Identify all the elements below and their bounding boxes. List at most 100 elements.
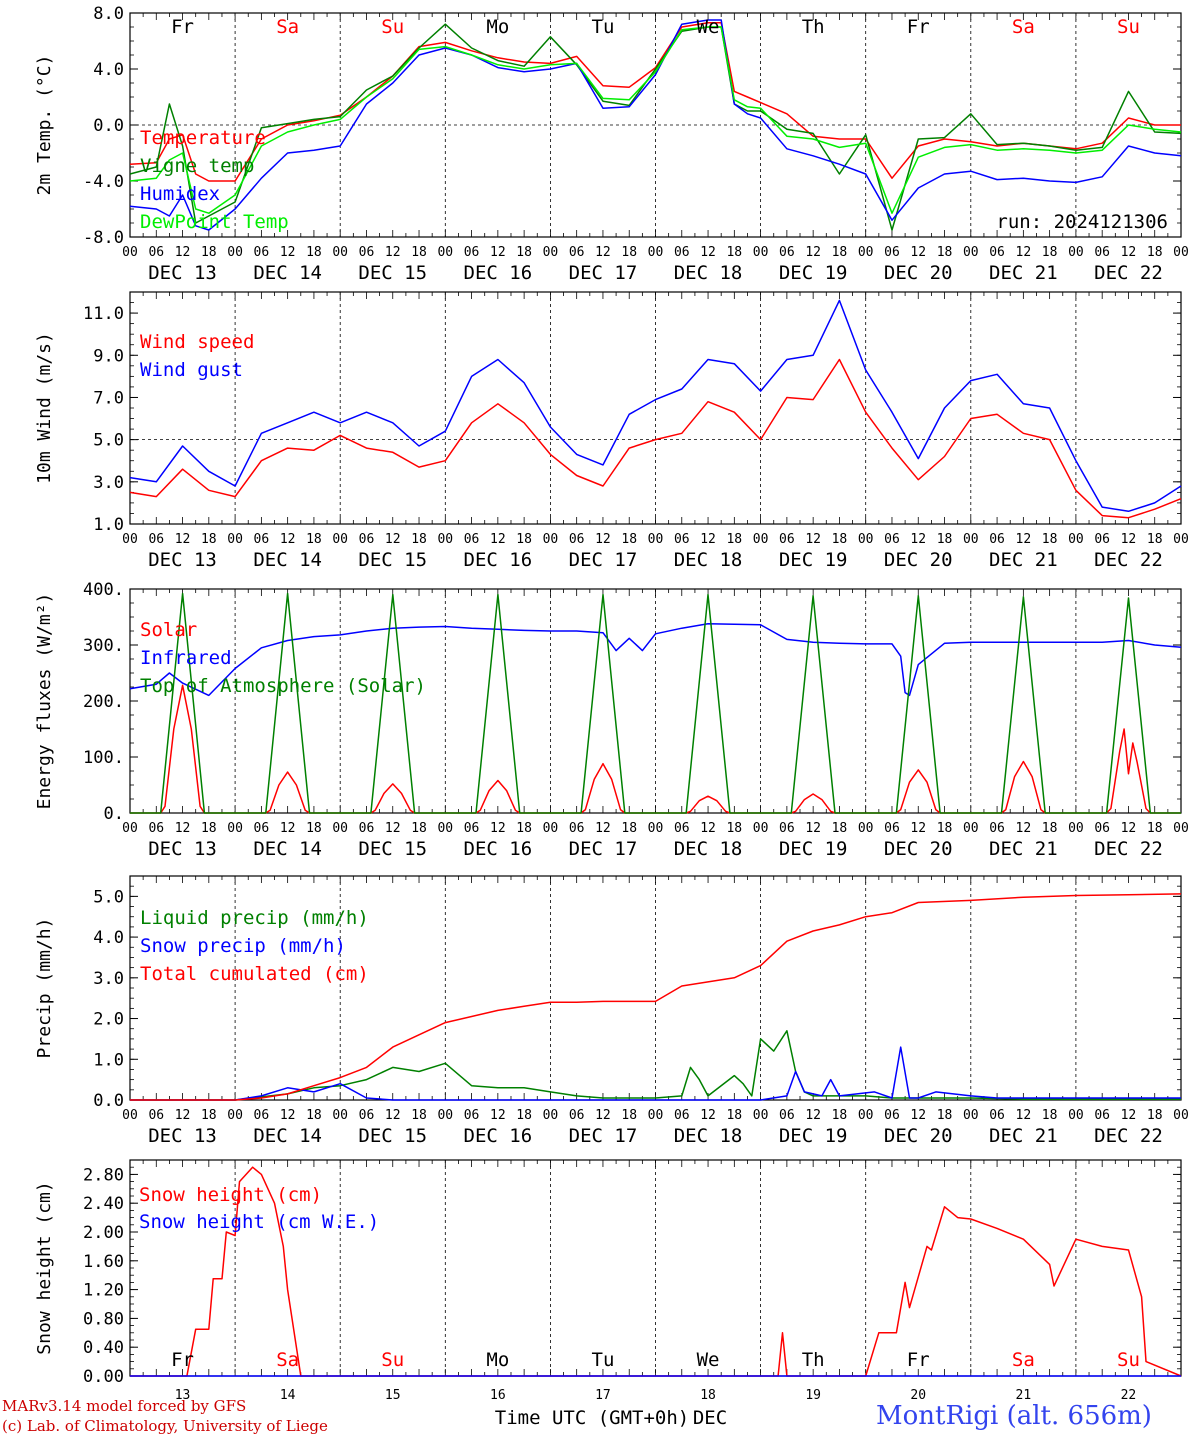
panel-4: 0.0 1.0 2.0 3.0 4.0 5.0 Precip (mm/h) Liquid pr…: [34, 875, 1189, 1147]
legend-entry: Solar: [140, 619, 197, 641]
hour-label: 00: [1068, 821, 1084, 836]
panel-2: 1.0 3.0 5.0 7.0 9.0 11.0 10m Wind (m/s) Wind sp…: [34, 291, 1189, 571]
hour-label: 06: [989, 1108, 1005, 1123]
hour-label: 12: [700, 245, 716, 260]
legend-entry: Snow height (cm W.E.): [139, 1211, 379, 1233]
y-tick-label: 0.: [104, 804, 124, 824]
hour-label: 00: [753, 245, 769, 260]
hour-label: 06: [1094, 1108, 1110, 1123]
hour-label: 00: [332, 821, 348, 836]
hour-label: 18: [832, 1108, 848, 1123]
hour-label: 00: [437, 1108, 453, 1123]
date-label: DEC 13: [148, 549, 217, 571]
bottom-day-label: 21: [1016, 1388, 1032, 1403]
hour-label: 06: [569, 1108, 585, 1123]
legend-entry: Vigne temp: [140, 155, 254, 177]
y-tick-label: 100.: [83, 748, 124, 768]
date-label: DEC 14: [253, 1125, 322, 1147]
date-label: DEC 15: [358, 262, 427, 284]
hour-label: 00: [437, 532, 453, 547]
hour-label: 06: [569, 245, 585, 260]
day-name: Sa: [1012, 16, 1035, 38]
hour-label: 12: [175, 245, 191, 260]
hour-label: 00: [122, 821, 138, 836]
hour-label: 12: [280, 532, 296, 547]
panel-3: 0. 100. 200. 300. 400. Energy fluxes (W/m²) So…: [34, 580, 1189, 860]
hour-label: 18: [621, 821, 637, 836]
hour-label: 00: [227, 821, 243, 836]
hour-label: 00: [1173, 821, 1189, 836]
bottom-day-label: 13: [175, 1388, 191, 1403]
y-tick-label: -8.0: [83, 228, 124, 248]
y-tick-label: 1.20: [83, 1281, 124, 1301]
hour-label: 18: [726, 245, 742, 260]
hour-label: 12: [805, 532, 821, 547]
day-name: We: [697, 16, 720, 38]
hour-label: 06: [884, 1108, 900, 1123]
day-name: Tu: [592, 16, 615, 38]
hour-label: 06: [1094, 532, 1110, 547]
date-label: DEC 17: [569, 1125, 638, 1147]
hour-label: 00: [648, 245, 664, 260]
y-axis-title: Energy fluxes (W/m²): [34, 593, 55, 810]
hour-label: 00: [122, 1108, 138, 1123]
legend-entry: DewPoint Temp: [140, 211, 289, 233]
hour-label: 18: [1147, 532, 1163, 547]
hour-label: 12: [175, 1108, 191, 1123]
day-name: Su: [381, 16, 404, 38]
day-name: Th: [802, 16, 825, 38]
y-tick-label: 1.0: [93, 1050, 124, 1070]
hour-label: 12: [595, 821, 611, 836]
hour-label: 06: [569, 532, 585, 547]
series-line-1: [130, 1030, 1181, 1101]
hour-label: 12: [490, 532, 506, 547]
hour-label: 06: [1094, 245, 1110, 260]
station-label: MontRigi (alt. 656m): [876, 1401, 1152, 1431]
hour-label: 18: [306, 532, 322, 547]
series-line-1: [129, 358, 1182, 519]
hour-label: 00: [332, 532, 348, 547]
hour-label: 12: [175, 532, 191, 547]
hour-label: 00: [858, 1108, 874, 1123]
date-label: DEC 13: [148, 1125, 217, 1147]
hour-label: 18: [516, 532, 532, 547]
legend-entry: Snow precip (mm/h): [140, 935, 346, 957]
bottom-day-label: 18: [700, 1388, 716, 1403]
hour-label: 00: [858, 532, 874, 547]
date-label: DEC 16: [464, 1125, 533, 1147]
hour-label: 12: [700, 821, 716, 836]
hour-label: 00: [543, 245, 559, 260]
series-line-3: [130, 592, 1181, 814]
hour-label: 18: [621, 245, 637, 260]
hour-label: 06: [254, 821, 270, 836]
y-tick-label: 200.: [83, 692, 124, 712]
bottom-day-label: 16: [490, 1388, 506, 1403]
hour-label: 18: [411, 1108, 427, 1123]
y-tick-label: 0.40: [83, 1338, 124, 1358]
hour-label: 00: [543, 821, 559, 836]
y-tick-label: 0.80: [83, 1309, 124, 1329]
hour-label: 12: [1016, 1108, 1032, 1123]
date-label: DEC 13: [148, 838, 217, 860]
hour-label: 00: [1068, 1108, 1084, 1123]
y-tick-label: 4.0: [93, 928, 124, 948]
y-tick-label: 5.0: [93, 887, 124, 907]
y-axis-title: 2m Temp. (°C): [34, 55, 55, 196]
hour-label: 06: [148, 245, 164, 260]
date-label: DEC 16: [464, 262, 533, 284]
hour-label: 00: [1173, 532, 1189, 547]
hour-label: 18: [832, 821, 848, 836]
date-label: DEC 16: [464, 838, 533, 860]
hour-label: 00: [963, 1108, 979, 1123]
hour-label: 00: [648, 532, 664, 547]
series-line-2: [129, 23, 1182, 231]
hour-label: 18: [937, 1108, 953, 1123]
date-label: DEC 19: [779, 549, 848, 571]
legend-entry: Snow height (cm): [139, 1184, 322, 1206]
hour-label: 06: [989, 821, 1005, 836]
hour-label: 18: [621, 532, 637, 547]
date-label: DEC 15: [358, 1125, 427, 1147]
hour-label: 12: [280, 1108, 296, 1123]
y-tick-label: 11.0: [83, 304, 124, 324]
hour-label: 06: [779, 821, 795, 836]
